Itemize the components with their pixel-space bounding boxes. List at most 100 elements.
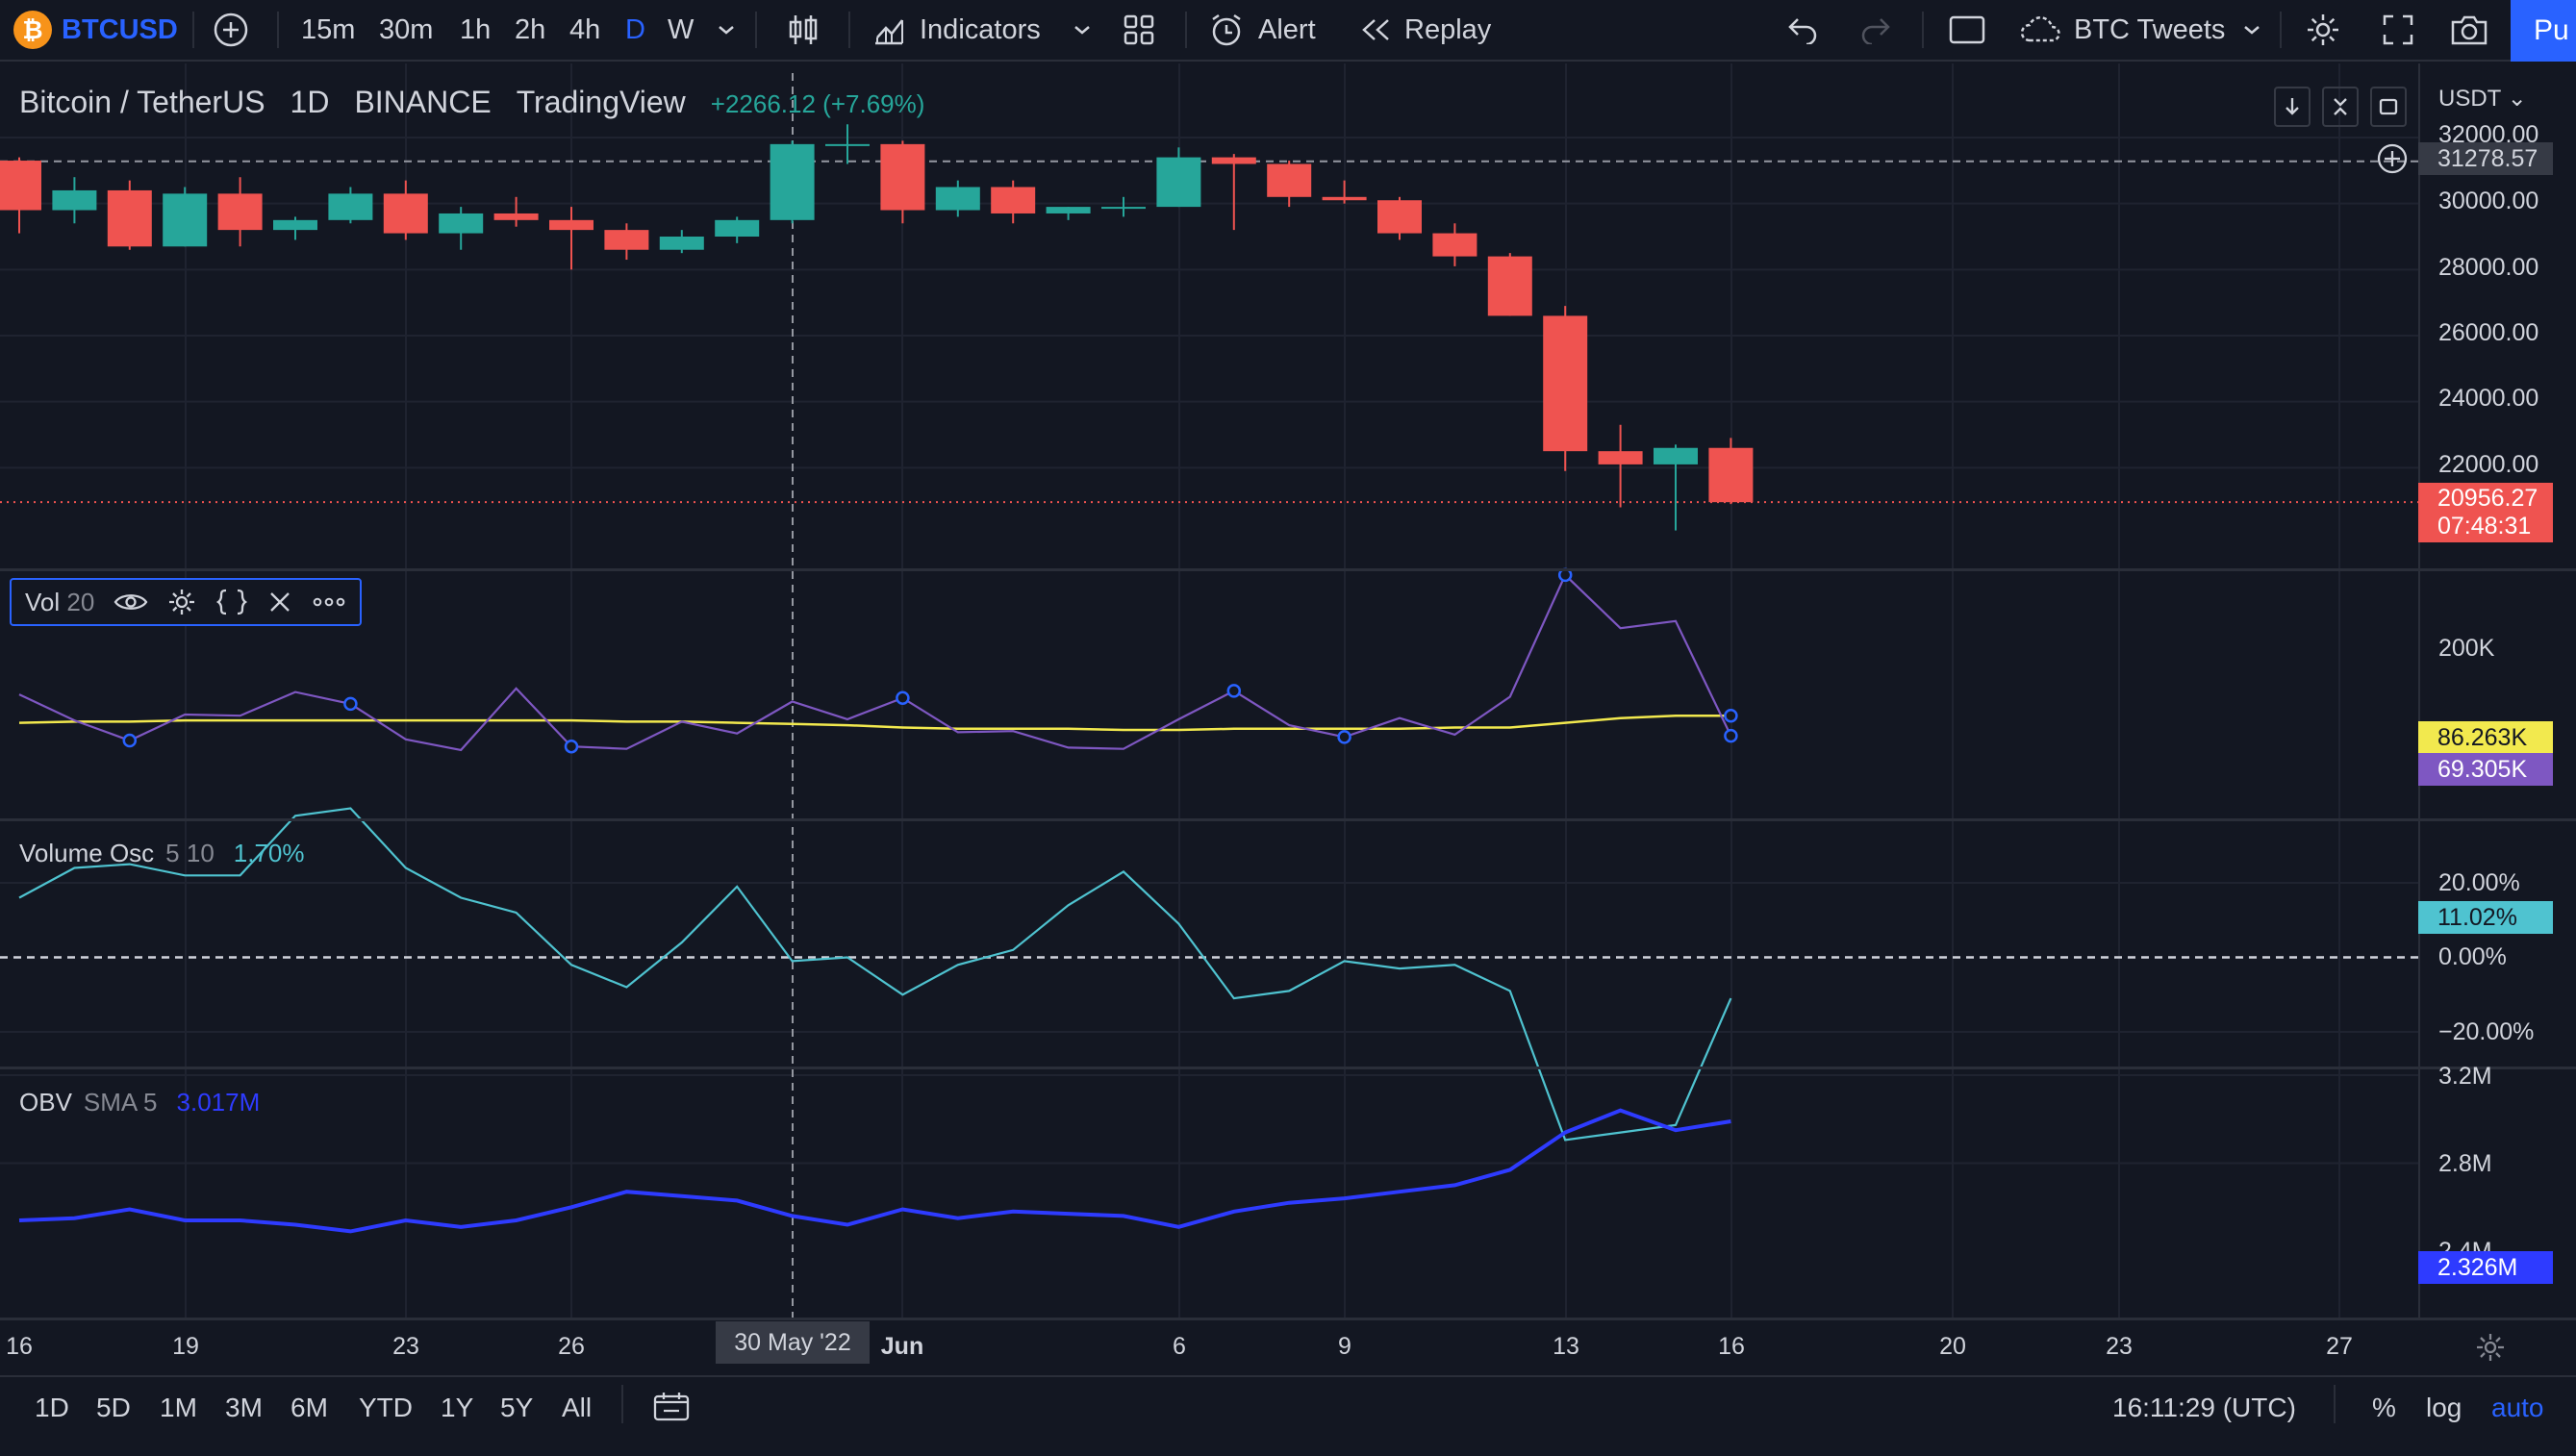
interval-30m[interactable]: 30m bbox=[379, 0, 433, 60]
interval-label: 4h bbox=[569, 13, 601, 45]
interval-w[interactable]: W bbox=[668, 0, 694, 60]
range-1d[interactable]: 1D bbox=[35, 1393, 69, 1422]
time-tick: Jun bbox=[880, 1333, 924, 1360]
pane-separator[interactable] bbox=[0, 1067, 2576, 1069]
time-tick: 16 bbox=[1718, 1333, 1745, 1360]
divider bbox=[848, 12, 850, 48]
candle-body bbox=[825, 143, 870, 146]
vol-name: Vol bbox=[25, 587, 61, 616]
candle-body bbox=[273, 219, 317, 231]
price-tick: 28000.00 bbox=[2438, 254, 2539, 281]
range-5d[interactable]: 5D bbox=[96, 1393, 131, 1422]
interval-label: W bbox=[668, 13, 695, 45]
interval-dropdown-chevron-down-icon[interactable] bbox=[712, 11, 741, 49]
range-6m[interactable]: 6M bbox=[290, 1393, 328, 1422]
legend-interval: 1D bbox=[290, 85, 330, 119]
candle-body bbox=[1046, 207, 1091, 213]
volume-ma-line bbox=[18, 714, 1731, 732]
interval-label: 2h bbox=[515, 13, 546, 45]
cloud-icon bbox=[2020, 16, 2060, 42]
chart-canvas[interactable] bbox=[0, 63, 2418, 1375]
more-horizontal-icon[interactable] bbox=[312, 596, 346, 608]
range-3m[interactable]: 3M bbox=[225, 1393, 263, 1422]
interval-2h[interactable]: 2h bbox=[515, 0, 545, 60]
compare-add-icon[interactable] bbox=[210, 11, 252, 49]
time-tick: 13 bbox=[1553, 1333, 1579, 1360]
range-1m[interactable]: 1M bbox=[160, 1393, 197, 1422]
fullscreen-layout-icon[interactable] bbox=[1947, 11, 1987, 49]
redo-icon[interactable] bbox=[1856, 11, 1895, 49]
time-axis-separator bbox=[0, 1318, 2576, 1320]
obv-line bbox=[18, 1108, 1731, 1234]
volume-point-marker bbox=[896, 690, 910, 706]
time-tick: 23 bbox=[2106, 1333, 2133, 1360]
alert-button[interactable]: Alert bbox=[1208, 0, 1316, 60]
candle-body bbox=[328, 193, 373, 220]
time-tick: 6 bbox=[1173, 1333, 1186, 1360]
candle-body bbox=[549, 219, 593, 231]
layout-save-button[interactable]: BTC Tweets bbox=[2018, 0, 2225, 60]
candle-body bbox=[1322, 196, 1367, 201]
fullscreen-icon[interactable] bbox=[2378, 11, 2418, 49]
obv-value-badge: 2.326M bbox=[2418, 1251, 2553, 1284]
gear-icon[interactable] bbox=[167, 588, 196, 616]
range-5y[interactable]: 5Y bbox=[500, 1393, 534, 1422]
add-plus-circle-icon[interactable] bbox=[2376, 142, 2409, 175]
volume-osc-legend[interactable]: Volume Osc 5 10 1.70% bbox=[19, 839, 305, 868]
pane-separator[interactable] bbox=[0, 568, 2576, 571]
close-icon[interactable] bbox=[267, 590, 292, 615]
alert-label: Alert bbox=[1258, 13, 1316, 45]
indicators-button[interactable]: Indicators bbox=[871, 0, 1041, 60]
collapse-icon[interactable] bbox=[2322, 87, 2359, 127]
auto-scale-toggle[interactable]: auto bbox=[2491, 1393, 2544, 1422]
log-scale-toggle[interactable]: log bbox=[2426, 1393, 2462, 1422]
utc-clock[interactable]: 16:11:29 (UTC) bbox=[2112, 1393, 2296, 1422]
divider bbox=[755, 12, 757, 48]
interval-label: D bbox=[625, 13, 645, 45]
replay-button[interactable]: Replay bbox=[1358, 0, 1491, 60]
time-axis-settings-gear-icon[interactable] bbox=[2474, 1331, 2507, 1368]
symbol-search[interactable]: ₿ BTCUSD bbox=[13, 0, 178, 60]
camera-snapshot-icon[interactable] bbox=[2447, 11, 2491, 49]
time-tick: 27 bbox=[2326, 1333, 2353, 1360]
publish-button[interactable]: Pu bbox=[2511, 0, 2576, 62]
interval-4h[interactable]: 4h bbox=[569, 0, 600, 60]
date-range-calendar-icon[interactable] bbox=[652, 1391, 691, 1428]
osc-axis[interactable] bbox=[2418, 821, 2576, 1067]
candle-body bbox=[880, 143, 925, 211]
range-all[interactable]: All bbox=[562, 1393, 593, 1422]
currency-selector[interactable]: USDT ⌄ bbox=[2438, 86, 2527, 112]
divider bbox=[2334, 1385, 2336, 1423]
interval-d[interactable]: D bbox=[625, 0, 645, 60]
volume-ma-point-marker bbox=[1724, 708, 1738, 723]
layout-name-label: BTC Tweets bbox=[2074, 13, 2226, 45]
bottom-toolbar bbox=[0, 1375, 2576, 1456]
divider bbox=[1185, 12, 1187, 48]
main-series-legend[interactable]: Bitcoin / TetherUS 1D BINANCE TradingVie… bbox=[19, 85, 924, 120]
undo-icon[interactable] bbox=[1783, 11, 1822, 49]
candle-body bbox=[52, 189, 97, 211]
volume-point-marker bbox=[1337, 730, 1351, 744]
candle-body bbox=[1654, 447, 1698, 464]
maximize-pane-icon[interactable] bbox=[2370, 87, 2407, 127]
currency-label: USDT bbox=[2438, 86, 2501, 112]
range-ytd[interactable]: YTD bbox=[359, 1393, 413, 1422]
settings-gear-icon[interactable] bbox=[2303, 11, 2343, 49]
pane-separator[interactable] bbox=[0, 818, 2576, 821]
move-down-arrow-icon[interactable] bbox=[2274, 87, 2311, 127]
bar-countdown: 07:48:31 bbox=[2437, 513, 2532, 540]
volume-legend[interactable]: Vol 20 bbox=[10, 578, 363, 626]
obv-legend[interactable]: OBV SMA 5 3.017M bbox=[19, 1088, 260, 1117]
candles-chart-type-icon[interactable] bbox=[784, 11, 822, 49]
range-1y[interactable]: 1Y bbox=[441, 1393, 474, 1422]
layout-grid-icon[interactable] bbox=[1120, 11, 1158, 49]
interval-1h[interactable]: 1h bbox=[460, 0, 491, 60]
percent-scale-toggle[interactable]: % bbox=[2372, 1393, 2396, 1422]
indicators-label: Indicators bbox=[920, 13, 1041, 45]
eye-icon[interactable] bbox=[114, 590, 148, 614]
source-code-braces-icon[interactable] bbox=[215, 588, 248, 616]
interval-15m[interactable]: 15m bbox=[301, 0, 355, 60]
indicators-chevron-down-icon[interactable] bbox=[1068, 11, 1097, 49]
volume-ma-badge: 86.263K bbox=[2418, 721, 2553, 754]
layout-chevron-down-icon[interactable] bbox=[2237, 11, 2266, 49]
